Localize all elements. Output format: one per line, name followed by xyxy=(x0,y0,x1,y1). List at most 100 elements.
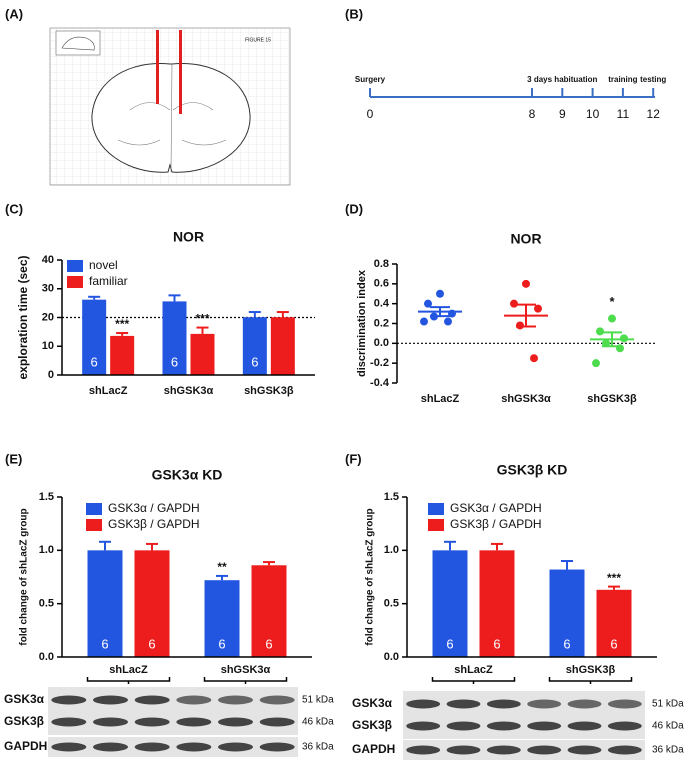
x-tick-label: shGSK3β xyxy=(566,664,616,676)
legend-swatch xyxy=(67,276,83,288)
chart-title: NOR xyxy=(510,231,541,247)
blot-band xyxy=(406,699,441,709)
blot-membrane xyxy=(403,691,645,739)
group-bracket xyxy=(431,677,516,684)
timeline-tick-label: 10 xyxy=(586,107,600,121)
bar xyxy=(596,589,632,657)
legend-swatch xyxy=(428,519,444,531)
blot-band xyxy=(134,717,170,727)
y-tick-label: 0.5 xyxy=(384,598,399,610)
panel-label: (B) xyxy=(345,6,363,21)
y-axis-label: exploration time (sec) xyxy=(16,255,30,379)
group-bracket xyxy=(86,677,171,684)
timeline-tick-label: 12 xyxy=(647,107,661,121)
data-point xyxy=(596,327,604,336)
legend-label: GSK3β / GAPDH xyxy=(450,517,542,531)
y-tick-label: 1.5 xyxy=(39,491,54,503)
significance: *** xyxy=(195,312,209,326)
blot-size-label: 51 kDa xyxy=(302,695,334,706)
n-label: 6 xyxy=(148,636,155,651)
x-tick-label: shGSK3β xyxy=(244,385,294,397)
bar xyxy=(242,317,267,375)
chart-title: NOR xyxy=(173,229,204,245)
y-axis-label: fold change of shLacZ group xyxy=(19,508,30,645)
blot-row-label: GSK3β xyxy=(352,718,392,732)
legend-label: GSK3α / GAPDH xyxy=(450,501,542,515)
significance: *** xyxy=(607,571,621,585)
y-tick-label: 0.0 xyxy=(384,651,399,663)
blot-row-label: GSK3α xyxy=(4,692,45,706)
blot-band xyxy=(486,699,521,709)
blot-band xyxy=(218,695,253,705)
blot-size-label: 46 kDa xyxy=(302,717,334,728)
blot-band xyxy=(176,695,212,705)
y-tick-label: 30 xyxy=(42,283,54,295)
blot-band xyxy=(527,745,562,755)
y-axis-label: discrimination index xyxy=(356,269,368,377)
legend-label: GSK3β / GAPDH xyxy=(108,517,200,531)
panel-label: (A) xyxy=(5,6,23,21)
blot-size-label: 36 kDa xyxy=(302,742,334,753)
x-tick-label: shLacZ xyxy=(109,664,148,676)
blot-band xyxy=(567,721,602,731)
blot-band xyxy=(567,699,602,709)
legend-swatch xyxy=(67,260,83,272)
blot-band xyxy=(51,695,87,705)
x-tick-label: shLacZ xyxy=(421,393,460,405)
y-tick-label: 0.5 xyxy=(39,598,54,610)
blot-row-label: GAPDH xyxy=(4,739,47,753)
blot-band xyxy=(259,695,295,705)
legend-swatch xyxy=(428,503,444,515)
bar xyxy=(204,580,240,657)
blot-band xyxy=(527,721,562,731)
x-tick-label: shGSK3α xyxy=(501,393,551,405)
blot-membrane xyxy=(48,687,298,735)
blot-membrane xyxy=(403,740,645,760)
data-point xyxy=(534,304,542,313)
group-bracket xyxy=(548,677,633,684)
x-tick-label: shGSK3β xyxy=(587,393,637,405)
n-label: 6 xyxy=(493,636,500,651)
blot-band xyxy=(218,717,253,727)
y-tick-label: 20 xyxy=(42,311,54,323)
blot-size-label: 36 kDa xyxy=(652,745,684,756)
legend-label: GSK3α / GAPDH xyxy=(108,501,200,515)
data-point xyxy=(420,317,428,326)
chart-title: GSK3α KD xyxy=(152,467,223,483)
blot-size-label: 46 kDa xyxy=(652,721,684,732)
n-label: 6 xyxy=(171,354,178,369)
blot-band xyxy=(446,699,481,709)
atlas-label: FIGURE 15 xyxy=(245,37,271,43)
panel-label: (D) xyxy=(345,201,363,216)
bar xyxy=(251,565,287,657)
timeline-tick-label: 9 xyxy=(559,107,566,121)
atlas-brain-outline xyxy=(91,62,251,173)
y-tick-label: 0.4 xyxy=(374,298,390,310)
blot-band xyxy=(93,742,128,752)
blot-band xyxy=(486,745,521,755)
bar xyxy=(270,317,295,375)
blot-band xyxy=(93,695,128,705)
atlas-inset xyxy=(55,30,101,56)
y-tick-label: 0.0 xyxy=(39,651,54,663)
x-tick-label: shGSK3α xyxy=(221,664,271,676)
y-tick-label: 0.6 xyxy=(374,278,389,290)
n-label: 6 xyxy=(91,354,98,369)
data-point xyxy=(530,354,538,363)
blot-band xyxy=(607,721,642,731)
blot-band xyxy=(176,717,212,727)
timeline-event: 3 days habituation xyxy=(527,75,597,84)
atlas-structures xyxy=(117,63,227,173)
significance: * xyxy=(609,294,615,309)
blot-band xyxy=(607,745,642,755)
y-tick-label: 0 xyxy=(48,369,54,381)
timeline-event: training xyxy=(608,75,637,84)
blot-band xyxy=(93,717,128,727)
bar xyxy=(190,333,215,375)
group-bracket xyxy=(203,677,288,684)
chart-title: GSK3β KD xyxy=(497,462,568,478)
legend-swatch xyxy=(86,503,102,515)
n-label: 6 xyxy=(610,636,617,651)
blot-band xyxy=(406,721,441,731)
blot-band xyxy=(486,721,521,731)
